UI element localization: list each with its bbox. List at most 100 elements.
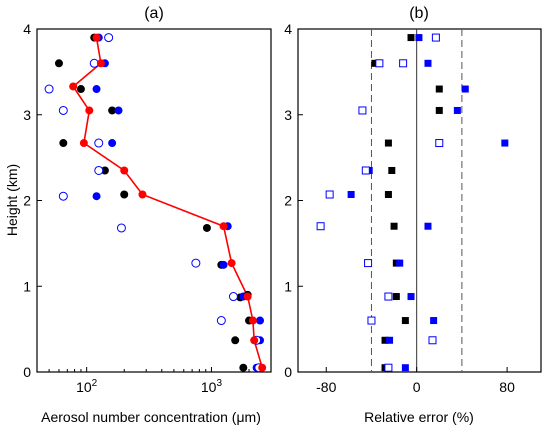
panel-b-point xyxy=(435,85,443,93)
panel-b-y-tick-label: 0 xyxy=(284,364,292,380)
panel-a-point xyxy=(191,258,201,268)
panel-b-point xyxy=(388,166,396,174)
panel-a-point xyxy=(227,259,236,268)
panel-b-axes: 0 1 2 3 4 -80 0 80 xyxy=(284,21,515,395)
panel-a-point xyxy=(216,316,226,326)
panel-b-x-tick-label: 0 xyxy=(413,379,421,395)
panel-b-point xyxy=(358,106,367,115)
panel-a-point xyxy=(94,138,104,148)
panel-a-point xyxy=(58,191,68,201)
panel-a-title: (a) xyxy=(144,5,164,22)
panel-b-point xyxy=(415,34,423,42)
panel-a-y-tick-label: 3 xyxy=(23,107,31,123)
panel-a-y-tick-label: 0 xyxy=(23,364,31,380)
panel-a-frame xyxy=(36,28,272,373)
panel-a-marks xyxy=(44,33,267,373)
panel-b-marks xyxy=(316,33,509,372)
panel-a-point xyxy=(59,139,68,148)
panel-b-point xyxy=(428,336,437,345)
panel-b-frame xyxy=(297,28,542,373)
panel-a-point xyxy=(231,336,240,345)
panel-a-point xyxy=(79,139,88,148)
panel-b-point xyxy=(390,222,398,230)
panel-b-point xyxy=(367,316,376,325)
panel-a-point xyxy=(219,222,228,231)
panel-a-point xyxy=(92,85,101,94)
panel-b-y-tick-label: 2 xyxy=(284,193,292,209)
panel-a-point xyxy=(228,292,238,302)
panel-b-point xyxy=(347,190,355,198)
panel-b-point xyxy=(430,317,438,325)
panel-b-point xyxy=(325,190,334,199)
panel-a-point xyxy=(100,166,109,175)
panel-a-point xyxy=(114,106,123,115)
panel-a-series-line xyxy=(72,37,263,368)
panel-b-point xyxy=(316,222,325,231)
panel-a-point xyxy=(258,363,267,372)
panel-b-title: (b) xyxy=(409,5,429,22)
panel-b-point xyxy=(361,166,370,175)
panel-b-point xyxy=(392,293,400,301)
panel-b-x-tick-label: -80 xyxy=(316,379,336,395)
panel-b-point xyxy=(364,259,373,268)
panel-b-y-tick-label: 1 xyxy=(284,278,292,294)
panel-b-y-tick-label: 4 xyxy=(284,21,292,37)
panel-b-point xyxy=(384,190,392,198)
panel-a-point xyxy=(92,33,101,42)
panel-a-point xyxy=(219,260,228,269)
panel-a-point xyxy=(92,192,101,201)
panel-b-point xyxy=(424,59,432,67)
panel-a-point xyxy=(256,316,265,325)
panel-b-point xyxy=(371,59,379,67)
panel-b: (b) Relative error (%) 0 1 2 3 4 -80 0 80 xyxy=(284,5,542,425)
panel-a-x-axis-label: Aerosol number concentration (μm) xyxy=(41,409,261,425)
panel-a-point xyxy=(58,105,68,115)
panel-b-y-tick-label: 3 xyxy=(284,107,292,123)
panel-a-point xyxy=(44,84,54,94)
panel-b-point xyxy=(453,106,461,114)
panel-a-point xyxy=(108,106,117,115)
panel-b-x-axis-label: Relative error (%) xyxy=(364,409,474,425)
panel-a-point xyxy=(54,59,63,68)
panel-a-point xyxy=(239,363,248,372)
panel-a-point xyxy=(116,223,126,233)
panel-b-point xyxy=(381,336,389,344)
panel-b-point xyxy=(386,336,394,344)
panel-b-point xyxy=(399,59,408,68)
panel-b-point xyxy=(435,106,443,114)
panel-b-point xyxy=(384,292,393,301)
panel-b-point xyxy=(384,139,392,147)
panel-b-point xyxy=(401,364,409,372)
panel-a-y-tick-label: 1 xyxy=(23,278,31,294)
panel-a-point xyxy=(76,85,85,94)
panel-b-point xyxy=(501,139,509,147)
panel-a-point xyxy=(69,82,78,91)
panel-a-y-tick-label: 2 xyxy=(23,193,31,209)
panel-a-point xyxy=(250,336,259,345)
panel-a-point xyxy=(120,190,129,199)
panel-a-axes: 0 1 2 3 4 102 103 xyxy=(23,21,272,395)
panel-b-point xyxy=(461,85,469,93)
panel-b-x-tick-label: 80 xyxy=(499,379,515,395)
panel-a-x-tick-label: 102 xyxy=(76,378,98,395)
panel-b-point xyxy=(431,33,440,42)
panel-b-point xyxy=(401,317,409,325)
panel-a-y-tick-label: 4 xyxy=(23,21,31,37)
panel-b-point xyxy=(407,34,415,42)
panel-b-point xyxy=(396,259,404,267)
panel-b-point xyxy=(407,293,415,301)
panel-a-point xyxy=(248,316,257,325)
panel-b-point xyxy=(435,139,444,148)
panel-a-x-tick-label: 103 xyxy=(201,378,223,395)
panel-a-point xyxy=(138,190,147,199)
panel-a-point xyxy=(202,223,211,232)
panel-a-point xyxy=(85,106,94,115)
panel-a-point xyxy=(96,59,105,68)
panel-a: (a) Aerosol number concentration (μm) He… xyxy=(4,5,272,425)
panel-a-point xyxy=(104,33,114,43)
panel-b-point xyxy=(375,59,384,68)
panel-a-point xyxy=(243,292,252,301)
panel-a-point xyxy=(108,139,117,148)
panel-b-point xyxy=(424,222,432,230)
